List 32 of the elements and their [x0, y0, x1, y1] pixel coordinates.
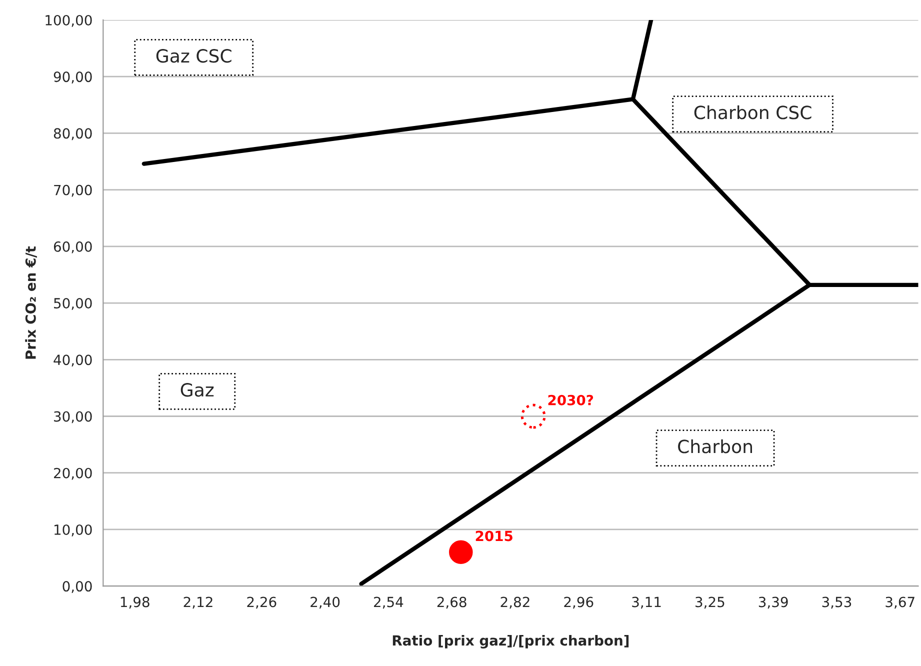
- y-tick-label: 80,00: [54, 128, 92, 140]
- y-tick-label: 40,00: [54, 354, 92, 367]
- x-tick-label: 2,40: [310, 596, 340, 609]
- x-tick-label: 2,82: [500, 596, 530, 609]
- annotation: 2030?: [548, 394, 594, 406]
- y-tick-label: 0,00: [62, 581, 92, 593]
- x-tick-label: 3,39: [758, 596, 788, 609]
- y-tick-label: 30,00: [54, 411, 92, 424]
- annotation: Charbon CSC: [694, 105, 812, 120]
- annotation: 2015: [476, 530, 512, 542]
- x-tick-label: 2,68: [437, 596, 466, 609]
- y-tick-label: 100,00: [46, 14, 92, 27]
- y-tick-label: 10,00: [54, 524, 92, 536]
- y-tick-label: 60,00: [54, 241, 92, 254]
- x-tick-label: 2,12: [184, 596, 212, 609]
- y-tick-label: 70,00: [54, 184, 92, 197]
- y-tick-label: 50,00: [54, 298, 92, 310]
- x-tick-label: 3,67: [886, 596, 914, 609]
- x-tick-label: 3,25: [696, 596, 724, 609]
- annotation: Gaz: [180, 383, 214, 397]
- y-tick-label: 20,00: [54, 468, 92, 480]
- x-tick-label: 2,54: [374, 596, 404, 609]
- x-tick-label: 2,96: [564, 596, 594, 609]
- x-tick-label: 3,11: [632, 596, 661, 609]
- x-tick-label: 2,26: [247, 596, 276, 609]
- annotation: Gaz CSC: [156, 49, 232, 63]
- y-tick-label: 90,00: [54, 72, 92, 84]
- x-tick-label: 3,53: [822, 596, 852, 609]
- x-tick-label: 1,98: [120, 596, 150, 609]
- annotation: Charbon: [678, 439, 752, 454]
- y-axis-title: Prix CO₂ en €/t: [25, 246, 37, 359]
- x-axis-title: Ratio [prix gaz]/[prix charbon]: [392, 634, 629, 648]
